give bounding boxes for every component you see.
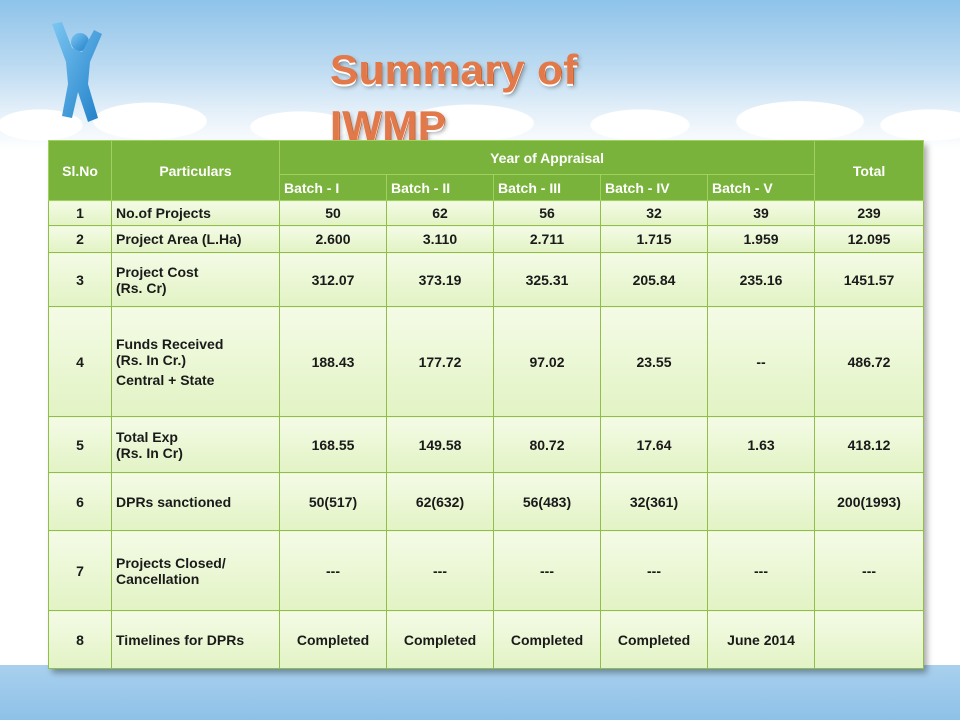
cell-total: 486.72	[814, 306, 925, 417]
particulars-line: No.of Projects	[116, 205, 211, 221]
table-row: 6 DPRs sanctioned 50(517) 62(632) 56(483) 32(…	[48, 472, 925, 531]
cell-slno: 5	[48, 416, 112, 473]
cell-particulars: Timelines for DPRs	[111, 610, 280, 669]
cell-particulars: Project Cost (Rs. Cr)	[111, 252, 280, 307]
cell-batch-3: 56(483)	[493, 472, 601, 531]
cell-batch-4: ---	[600, 530, 708, 611]
cell-slno: 1	[48, 200, 112, 226]
cell-total: 200(1993)	[814, 472, 925, 531]
table-row: 4 Funds Received (Rs. In Cr.) Central + Sta…	[48, 306, 925, 417]
table-row: 3 Project Cost (Rs. Cr) 312.07 373.19 325.31 2…	[48, 252, 925, 307]
header-slno: Sl.No	[48, 140, 112, 201]
cell-batch-4: Completed	[600, 610, 708, 669]
cell-slno: 3	[48, 252, 112, 307]
particulars-line: Timelines for DPRs	[116, 631, 245, 648]
cell-batch-1: Completed	[279, 610, 387, 669]
header-batch-3: Batch - III	[493, 174, 601, 201]
cell-batch-2: Completed	[386, 610, 494, 669]
bottom-strip	[0, 665, 960, 720]
particulars-line: Projects Closed/	[116, 554, 226, 571]
cell-total: 239	[814, 200, 925, 226]
cell-batch-4: 23.55	[600, 306, 708, 417]
cell-batch-2: ---	[386, 530, 494, 611]
particulars-line: Project Area (L.Ha)	[116, 231, 242, 247]
table-row: 1 No.of Projects 50 62 56 32 39 239	[48, 200, 925, 226]
cell-particulars: Total Exp (Rs. In Cr)	[111, 416, 280, 473]
cell-batch-5: 39	[706, 200, 816, 226]
particulars-line: DPRs sanctioned	[116, 493, 232, 510]
cell-batch-2: 62	[386, 200, 494, 226]
cell-batch-3: 325.31	[493, 252, 601, 307]
particulars-line: Total Exp	[116, 428, 178, 445]
cell-batch-3: 2.711	[493, 225, 601, 253]
cell-batch-4: 32(361)	[600, 472, 708, 531]
cell-total: 1451.57	[814, 252, 925, 307]
header-total: Total	[814, 140, 925, 201]
cell-batch-1: ---	[279, 530, 387, 611]
cell-batch-2: 3.110	[386, 225, 494, 253]
cell-batch-3: ---	[493, 530, 601, 611]
cell-total: 12.095	[814, 225, 925, 253]
page-title: Summary of IWMP	[330, 46, 578, 149]
cell-slno: 2	[48, 225, 112, 253]
cell-total	[814, 610, 925, 669]
cell-batch-2: 373.19	[386, 252, 494, 307]
header-year-of-appraisal: Year of Appraisal	[278, 140, 816, 175]
cell-batch-3: 56	[493, 200, 601, 226]
header-batch-2: Batch - II	[386, 174, 494, 201]
particulars-line: (Rs. Cr)	[116, 279, 167, 296]
cell-batch-5: 1.63	[706, 416, 816, 473]
table-row: 5 Total Exp (Rs. In Cr) 168.55 149.58 80.72 17…	[48, 416, 925, 473]
cell-batch-5: 1.959	[706, 225, 816, 253]
cell-batch-4: 17.64	[600, 416, 708, 473]
cell-particulars: No.of Projects	[111, 200, 280, 226]
cell-particulars: Funds Received (Rs. In Cr.) Central + Stat…	[111, 306, 280, 417]
cell-batch-3: Completed	[493, 610, 601, 669]
cell-batch-1: 50(517)	[279, 472, 387, 531]
cell-batch-4: 1.715	[600, 225, 708, 253]
particulars-line: (Rs. In Cr)	[116, 444, 183, 461]
cell-batch-5: June 2014	[706, 610, 816, 669]
cell-batch-5: --	[706, 306, 816, 417]
header-batch-4: Batch - IV	[600, 174, 708, 201]
cell-slno: 6	[48, 472, 112, 531]
header-batch-5: Batch - V	[706, 174, 816, 201]
table-row: 8 Timelines for DPRs Completed Completed Com…	[48, 610, 925, 669]
person-figure-icon	[52, 22, 102, 122]
particulars-line: (Rs. In Cr.)	[116, 351, 187, 368]
summary-table: Sl.No Particulars Year of Appraisal Tota…	[48, 140, 925, 669]
cell-batch-2: 149.58	[386, 416, 494, 473]
cell-batch-2: 62(632)	[386, 472, 494, 531]
cell-particulars: DPRs sanctioned	[111, 472, 280, 531]
cell-batch-1: 312.07	[279, 252, 387, 307]
cell-particulars: Project Area (L.Ha)	[111, 225, 280, 253]
header-particulars: Particulars	[111, 140, 280, 201]
cell-batch-5	[706, 472, 816, 531]
particulars-line: Project Cost	[116, 263, 199, 280]
cell-batch-1: 50	[279, 200, 387, 226]
table-row: 2 Project Area (L.Ha) 2.600 3.110 2.711 1.715…	[48, 225, 925, 253]
summary-table-container: Sl.No Particulars Year of Appraisal Tota…	[48, 140, 925, 669]
cell-particulars: Projects Closed/Cancellation	[111, 530, 280, 611]
cell-batch-2: 177.72	[386, 306, 494, 417]
cell-total: ---	[814, 530, 925, 611]
cell-batch-1: 168.55	[279, 416, 387, 473]
cell-batch-4: 32	[600, 200, 708, 226]
particulars-line: Central + State	[116, 371, 215, 388]
cell-total: 418.12	[814, 416, 925, 473]
cell-batch-5: 235.16	[706, 252, 816, 307]
table-row: 7 Projects Closed/Cancellation --- --- --- --…	[48, 530, 925, 611]
cell-batch-3: 80.72	[493, 416, 601, 473]
cell-batch-3: 97.02	[493, 306, 601, 417]
cell-slno: 4	[48, 306, 112, 417]
cell-slno: 7	[48, 530, 112, 611]
cell-batch-1: 2.600	[279, 225, 387, 253]
cell-batch-5: ---	[706, 530, 816, 611]
particulars-line: Funds Received	[116, 335, 224, 352]
header-batch-1: Batch - I	[279, 174, 387, 201]
cell-batch-4: 205.84	[600, 252, 708, 307]
cell-batch-1: 188.43	[279, 306, 387, 417]
cell-slno: 8	[48, 610, 112, 669]
particulars-line: Cancellation	[116, 570, 200, 587]
